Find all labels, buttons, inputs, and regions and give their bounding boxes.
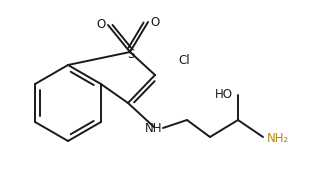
Text: S: S (127, 49, 135, 62)
Text: HO: HO (215, 89, 233, 101)
Text: Cl: Cl (178, 53, 190, 67)
Text: O: O (96, 19, 106, 31)
Text: NH: NH (145, 122, 163, 136)
Text: NH₂: NH₂ (267, 132, 289, 146)
Text: O: O (150, 15, 160, 29)
